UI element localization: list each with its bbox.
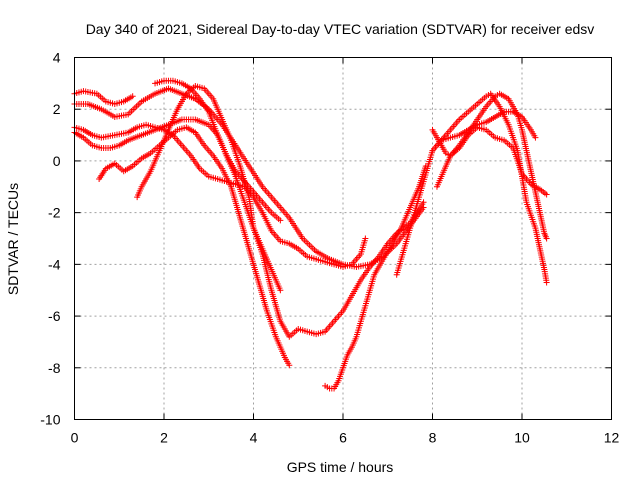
series-track-11 bbox=[433, 90, 550, 242]
y-tick-label: 0 bbox=[53, 153, 61, 169]
data-point-marker bbox=[277, 287, 284, 294]
series-track-7 bbox=[152, 77, 284, 224]
data-point-marker bbox=[129, 93, 136, 100]
y-tick-label: 4 bbox=[53, 50, 61, 66]
x-tick-label: 10 bbox=[514, 430, 530, 446]
data-series bbox=[71, 77, 550, 392]
x-tick-label: 8 bbox=[429, 430, 437, 446]
y-tick-label: -6 bbox=[48, 308, 61, 324]
data-point-marker bbox=[286, 362, 293, 369]
series-track-4 bbox=[71, 116, 427, 340]
x-axis-label: GPS time / hours bbox=[287, 459, 394, 475]
chart-title: Day 340 of 2021, Sidereal Day-to-day VTE… bbox=[86, 21, 595, 37]
data-point-marker bbox=[420, 199, 427, 206]
series-track-12 bbox=[429, 90, 550, 286]
data-point-marker bbox=[277, 217, 284, 224]
y-tick-label: 2 bbox=[53, 101, 61, 117]
y-tick-label: -2 bbox=[48, 205, 61, 221]
series-track-5 bbox=[96, 124, 293, 369]
x-tick-label: 12 bbox=[604, 430, 620, 446]
y-tick-label: -4 bbox=[48, 256, 61, 272]
series-track-6 bbox=[134, 82, 284, 294]
y-tick-label: -8 bbox=[48, 360, 61, 376]
data-point-marker bbox=[543, 279, 550, 286]
series-track-1 bbox=[71, 88, 136, 108]
data-point-marker bbox=[532, 134, 539, 141]
series-track-8 bbox=[322, 163, 429, 392]
y-axis-label: SDTVAR / TECUs bbox=[5, 183, 21, 295]
y-tick-label: -10 bbox=[40, 412, 60, 428]
data-point-marker bbox=[362, 235, 369, 242]
data-point-marker bbox=[543, 191, 550, 198]
x-tick-label: 4 bbox=[250, 430, 258, 446]
x-tick-label: 2 bbox=[160, 430, 168, 446]
tick-labels: 0 2 4 6 8 10 12 -10 -8 -6 -4 -2 0 2 4 bbox=[40, 50, 619, 446]
x-tick-label: 0 bbox=[71, 430, 79, 446]
data-point-marker bbox=[543, 235, 550, 242]
axis-ticks bbox=[74, 57, 612, 420]
x-tick-label: 6 bbox=[339, 430, 347, 446]
